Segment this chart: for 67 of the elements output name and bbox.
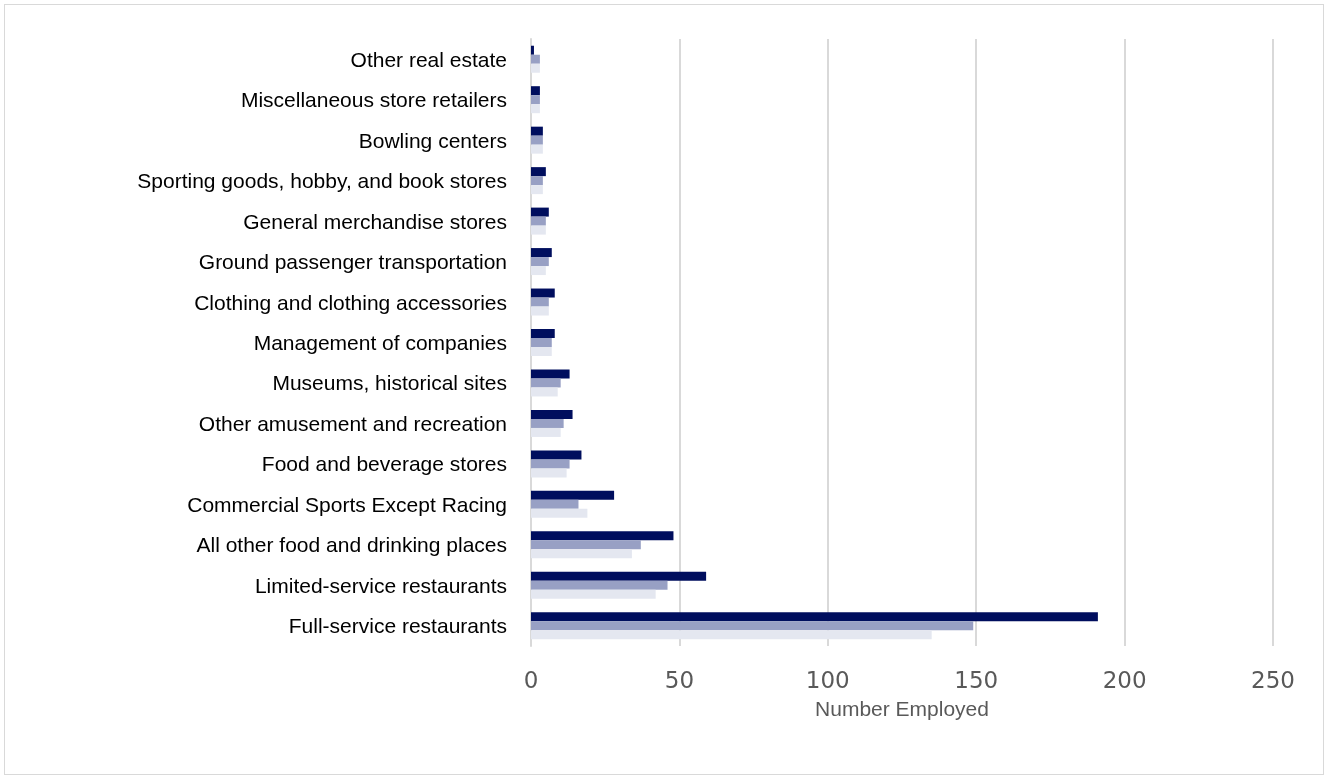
bar xyxy=(531,418,564,428)
bar xyxy=(531,571,707,581)
bar xyxy=(531,338,552,347)
bar xyxy=(531,589,656,599)
bar xyxy=(531,378,561,388)
y-tick-label: Other amusement and recreation xyxy=(198,411,507,435)
bar xyxy=(531,176,543,186)
y-tick-label: Other real estate xyxy=(350,47,507,71)
x-axis-title: Number Employed xyxy=(815,697,989,720)
y-tick-label: All other food and drinking places xyxy=(196,533,507,557)
bar xyxy=(531,104,540,114)
y-tick-label: Management of companies xyxy=(253,331,507,354)
y-tick-label: Clothing and clothing accessories xyxy=(194,290,507,314)
bar xyxy=(531,549,632,559)
bar xyxy=(531,621,974,631)
bar xyxy=(531,459,570,469)
bar xyxy=(531,329,555,338)
bar xyxy=(531,297,549,307)
bar xyxy=(531,450,582,460)
bar xyxy=(531,257,549,267)
x-tick-label: 150 xyxy=(954,666,999,693)
y-tick-label: Sporting goods, hobby, and book stores xyxy=(137,169,507,193)
bar xyxy=(531,499,579,509)
bar xyxy=(531,54,540,64)
y-tick-label: Miscellaneous store retailers xyxy=(240,88,507,112)
bar xyxy=(531,468,567,478)
bar xyxy=(531,63,540,73)
bar xyxy=(531,540,641,550)
y-tick-label: Ground passenger transportation xyxy=(198,250,507,274)
bar xyxy=(531,225,546,235)
bar xyxy=(531,207,549,217)
y-tick-label: Limited-service restaurants xyxy=(254,573,507,597)
bar xyxy=(531,612,1098,622)
bar xyxy=(531,126,543,136)
bar xyxy=(531,86,540,96)
bar xyxy=(531,216,546,226)
bar xyxy=(531,630,932,640)
bar xyxy=(531,409,573,419)
bar xyxy=(531,135,543,145)
y-tick-label: Commercial Sports Except Racing xyxy=(187,492,507,516)
bar xyxy=(531,185,543,195)
x-tick-label: 100 xyxy=(805,666,850,693)
bar xyxy=(531,580,668,590)
bar xyxy=(531,95,540,105)
bar xyxy=(531,427,561,437)
bar xyxy=(531,45,534,55)
x-tick-label: 200 xyxy=(1102,666,1147,693)
bar xyxy=(531,531,674,541)
bar xyxy=(531,144,543,154)
y-tick-label: Full-service restaurants xyxy=(288,614,507,638)
bar xyxy=(531,167,546,177)
bar xyxy=(531,266,546,276)
y-tick-label: General merchandise stores xyxy=(243,209,507,233)
bar xyxy=(531,248,552,258)
x-tick-label: 0 xyxy=(523,666,539,693)
bar xyxy=(531,306,549,316)
bar xyxy=(531,288,555,298)
y-tick-label: Bowling centers xyxy=(358,128,507,152)
y-tick-label: Food and beverage stores xyxy=(261,452,507,476)
bar xyxy=(531,369,570,379)
y-tick-label: Museums, historical sites xyxy=(272,371,507,395)
bar xyxy=(531,347,552,356)
bar xyxy=(531,508,588,518)
bar xyxy=(531,387,558,397)
x-tick-label: 250 xyxy=(1251,666,1295,693)
x-tick-label: 50 xyxy=(664,666,695,693)
bar xyxy=(531,490,615,500)
